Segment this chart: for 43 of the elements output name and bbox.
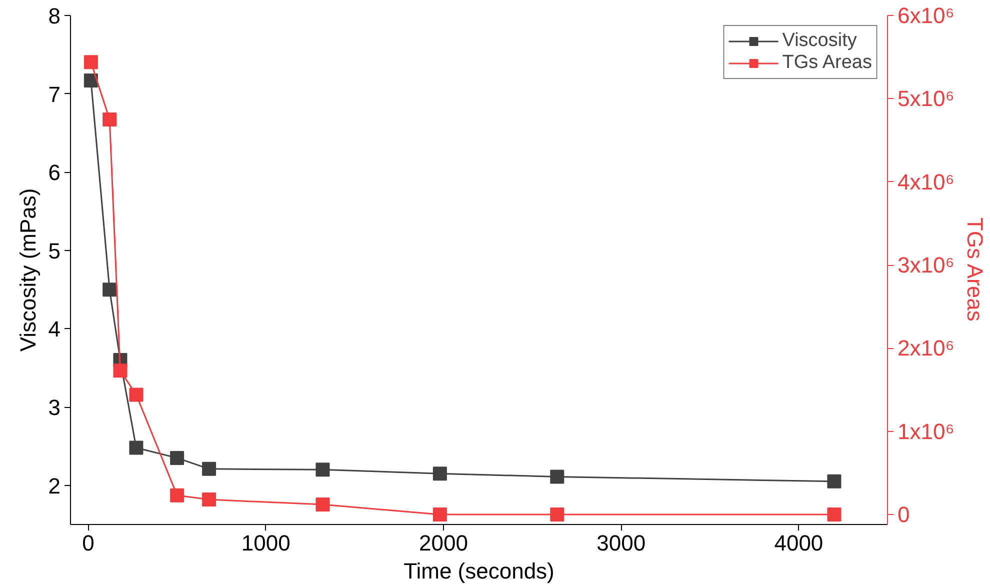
point — [202, 462, 216, 476]
y2-tick-label: 1x10⁶ — [898, 418, 954, 444]
y2-tick-label: 0 — [898, 502, 910, 528]
point — [170, 450, 184, 465]
x-tick-label: 4000 — [774, 530, 824, 556]
point — [316, 462, 330, 477]
y2-tick-label: 2x10⁶ — [898, 336, 954, 361]
legend-label: TGs Areas — [782, 52, 872, 74]
x-tick-label: 0 — [82, 530, 94, 556]
y-tick-label: 2 — [48, 473, 61, 498]
point — [170, 488, 184, 502]
point — [550, 470, 564, 484]
legend-label: Viscosity — [782, 30, 857, 52]
point — [129, 440, 144, 455]
point — [129, 388, 144, 402]
y2-tick-label: 3x10⁶ — [898, 252, 954, 278]
point — [827, 508, 842, 522]
x-tick-label: 1000 — [241, 530, 290, 556]
point — [316, 498, 330, 512]
x-tick-label: 3000 — [596, 530, 646, 556]
point — [84, 55, 98, 70]
y-tick-label: 3 — [48, 395, 61, 420]
point — [84, 73, 98, 88]
x-tick-label: 2000 — [419, 530, 468, 556]
y2-tick-label: 5x10⁶ — [898, 86, 954, 112]
point — [113, 364, 128, 378]
y-tick-label: 4 — [48, 316, 61, 342]
y-axis-title: Viscosity (mPas) — [15, 188, 40, 352]
y-tick-label: 8 — [48, 4, 61, 28]
point — [202, 492, 216, 507]
y-tick-label: 6 — [48, 160, 61, 186]
y2-tick-label: 6x10⁶ — [898, 3, 954, 28]
point — [550, 508, 564, 522]
point — [827, 474, 842, 488]
y2-axis-title: TGs Areas — [962, 217, 988, 322]
y2-tick-label: 4x10⁶ — [898, 169, 954, 194]
point — [432, 466, 447, 481]
y-tick-label: 7 — [48, 82, 61, 107]
y-tick-label: 5 — [48, 238, 61, 264]
point — [102, 282, 117, 297]
point — [102, 112, 117, 126]
point — [432, 508, 447, 522]
x-axis-title: Time (seconds) — [404, 558, 554, 584]
